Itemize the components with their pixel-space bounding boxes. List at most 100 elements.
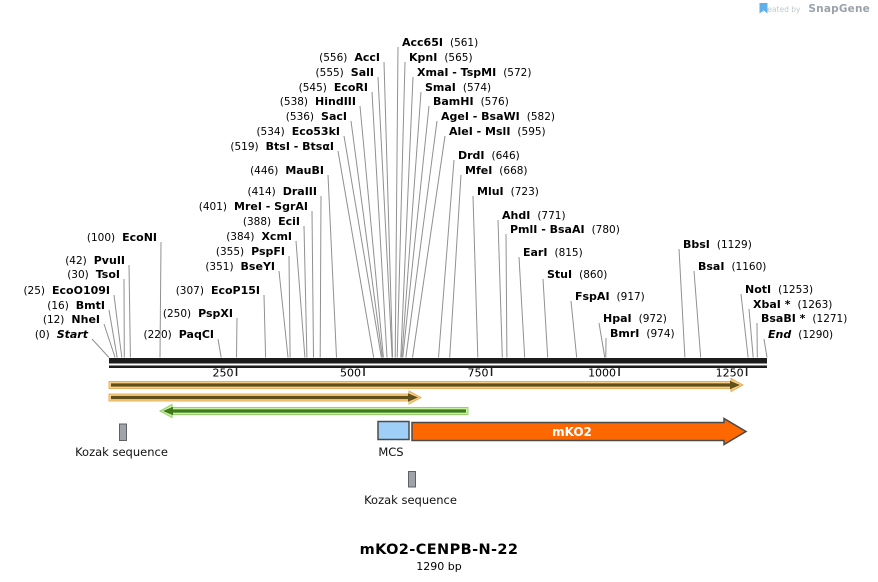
site-label-sali[interactable]: (555) SalI bbox=[316, 66, 374, 79]
site-leader-line bbox=[236, 317, 238, 358]
site-label-agei-bsawi[interactable]: AgeI - BsaWI (582) bbox=[441, 110, 555, 123]
site-leader-line bbox=[396, 61, 406, 358]
site-label-mrei-sgrai[interactable]: (401) MreI - SgrAI bbox=[199, 200, 308, 213]
sequence-bar-bottom bbox=[109, 365, 767, 368]
site-label-bmti[interactable]: (16) BmtI bbox=[47, 299, 105, 312]
scale-tick-label: 500 bbox=[340, 367, 361, 380]
site-label-pvuii[interactable]: (42) PvuII bbox=[65, 254, 125, 267]
orf-tracks bbox=[108, 377, 745, 419]
site-leader-line bbox=[400, 76, 414, 358]
feature-kozak-1: Kozak sequence bbox=[75, 423, 168, 459]
site-leader-line bbox=[278, 270, 289, 358]
site-leader-line bbox=[319, 195, 322, 358]
site-label-acc65i[interactable]: Acc65I (561) bbox=[402, 36, 478, 49]
restriction-site-lines bbox=[91, 46, 768, 358]
site-label-ahdi[interactable]: AhdI (771) bbox=[502, 209, 566, 222]
site-label-ecii[interactable]: (388) EciI bbox=[243, 215, 300, 228]
site-label-pspfi[interactable]: (355) PspFI bbox=[216, 245, 285, 258]
feature-label-mko2: mKO2 bbox=[552, 425, 592, 439]
site-label-mfei[interactable]: MfeI (668) bbox=[465, 164, 528, 177]
site-label-nhei[interactable]: (12) NheI bbox=[43, 313, 100, 326]
site-label-start[interactable]: (0) Start bbox=[35, 328, 89, 341]
site-leader-line bbox=[740, 293, 749, 358]
feature-mcs: MCS bbox=[377, 420, 410, 459]
site-label-econi[interactable]: (100) EcoNI bbox=[87, 231, 157, 244]
site-leader-line bbox=[91, 338, 110, 358]
site-label-xmai-tspmi[interactable]: XmaI - TspMI (572) bbox=[417, 66, 531, 79]
site-label-bmri[interactable]: BmrI (974) bbox=[610, 327, 675, 340]
track-orf-forward-full[interactable] bbox=[108, 377, 745, 393]
site-leader-line bbox=[377, 76, 393, 358]
site-label-paqci[interactable]: (220) PaqCI bbox=[144, 328, 214, 341]
site-leader-line bbox=[288, 255, 291, 358]
site-labels: (556) AccI (555) SalI (545) EcoRI(538) HindIII… bbox=[23, 36, 847, 341]
site-label-alei-msli[interactable]: AleI - MslI (595) bbox=[449, 125, 546, 138]
scale-ticks: 250 500 750 1000 1250 bbox=[213, 367, 748, 380]
site-leader-line bbox=[472, 195, 479, 358]
site-label-maubi[interactable]: (446) MauBI bbox=[250, 164, 324, 177]
site-leader-line bbox=[108, 309, 118, 358]
site-label-drdi[interactable]: DrdI (646) bbox=[458, 149, 520, 162]
site-label-draiii[interactable]: (414) DraIII bbox=[248, 185, 318, 198]
site-label-bsai[interactable]: BsaI (1160) bbox=[698, 260, 766, 273]
site-leader-line bbox=[497, 219, 503, 358]
site-label-ecop15i[interactable]: (307) EcoP15I bbox=[176, 284, 260, 297]
site-leader-line bbox=[303, 225, 308, 358]
site-label-hpai[interactable]: HpaI (972) bbox=[603, 312, 667, 325]
site-label-pmli-bsaai[interactable]: PmlI - BsaAI (780) bbox=[510, 223, 620, 236]
site-leader-line bbox=[412, 135, 446, 358]
site-label-ecoo109i[interactable]: (25) EcoO109I bbox=[23, 284, 110, 297]
site-label-xbai[interactable]: XbaI * (1263) bbox=[753, 298, 832, 311]
site-leader-line bbox=[217, 338, 222, 358]
site-label-hindiii[interactable]: (538) HindIII bbox=[280, 95, 356, 108]
site-leader-line bbox=[570, 300, 578, 358]
site-label-bsabi[interactable]: BsaBI * (1271) bbox=[761, 312, 847, 325]
site-label-fspai[interactable]: FspAI (917) bbox=[575, 290, 645, 303]
site-label-bbsi[interactable]: BbsI (1129) bbox=[683, 238, 752, 251]
site-leader-line bbox=[295, 240, 306, 358]
site-label-tsoi[interactable]: (30) TsoI bbox=[67, 268, 120, 281]
feature-shape-mcs[interactable] bbox=[377, 420, 410, 441]
site-leader-line bbox=[371, 91, 388, 358]
site-label-noti[interactable]: NotI (1253) bbox=[745, 283, 813, 296]
site-label-saci[interactable]: (536) SacI bbox=[286, 110, 347, 123]
site-label-eari[interactable]: EarI (815) bbox=[523, 246, 583, 259]
site-leader-line bbox=[678, 248, 686, 358]
site-leader-line bbox=[598, 322, 606, 358]
scale-tick-label: 1250 bbox=[716, 367, 744, 380]
site-label-stui[interactable]: StuI (860) bbox=[547, 268, 607, 281]
site-leader-line bbox=[343, 135, 382, 358]
track-orf-reverse[interactable] bbox=[158, 403, 469, 419]
site-leader-line bbox=[438, 159, 455, 358]
site-label-acci[interactable]: (556) AccI bbox=[319, 51, 380, 64]
site-label-ecori[interactable]: (545) EcoRI bbox=[299, 81, 368, 94]
site-label-bamhi[interactable]: BamHI (576) bbox=[433, 95, 509, 108]
site-label-pspxi[interactable]: (250) PspXI bbox=[163, 307, 233, 320]
site-leader-line bbox=[405, 120, 438, 358]
snapgene-watermark: Created by SnapGene bbox=[759, 3, 870, 15]
feature-shape-kozak-2[interactable] bbox=[408, 471, 416, 488]
sequence-bar-top bbox=[109, 358, 767, 364]
site-leader-line bbox=[763, 338, 768, 358]
feature-label-kozak-2: Kozak sequence bbox=[364, 493, 457, 507]
site-label-btsi-bts-i[interactable]: (519) BtsI - BtsαI bbox=[230, 140, 334, 153]
scale-tick-label: 250 bbox=[213, 367, 234, 380]
site-label-end[interactable]: End (1290) bbox=[768, 328, 833, 341]
site-label-kpni[interactable]: KpnI (565) bbox=[409, 51, 473, 64]
site-label-xcmi[interactable]: (384) XcmI bbox=[226, 230, 292, 243]
feature-shape-mko2[interactable] bbox=[411, 417, 748, 446]
track-orf-forward-partial[interactable] bbox=[108, 390, 423, 405]
site-label-mlui[interactable]: MluI (723) bbox=[477, 185, 539, 198]
site-leader-line bbox=[263, 294, 267, 358]
site-leader-line bbox=[401, 91, 422, 358]
site-label-bseyi[interactable]: (351) BseYI bbox=[205, 260, 275, 273]
feature-shape-kozak-1[interactable] bbox=[119, 423, 127, 441]
map-title: mKO2-CENPB-N-22 bbox=[359, 542, 519, 558]
site-label-eco53ki[interactable]: (534) Eco53kI bbox=[256, 125, 340, 138]
site-label-smai[interactable]: SmaI (574) bbox=[425, 81, 491, 94]
created-by-label: Created by bbox=[759, 4, 801, 14]
site-leader-line bbox=[383, 61, 394, 358]
scale-tick-label: 1000 bbox=[588, 367, 616, 380]
track-core-orf-forward-full bbox=[111, 380, 740, 390]
